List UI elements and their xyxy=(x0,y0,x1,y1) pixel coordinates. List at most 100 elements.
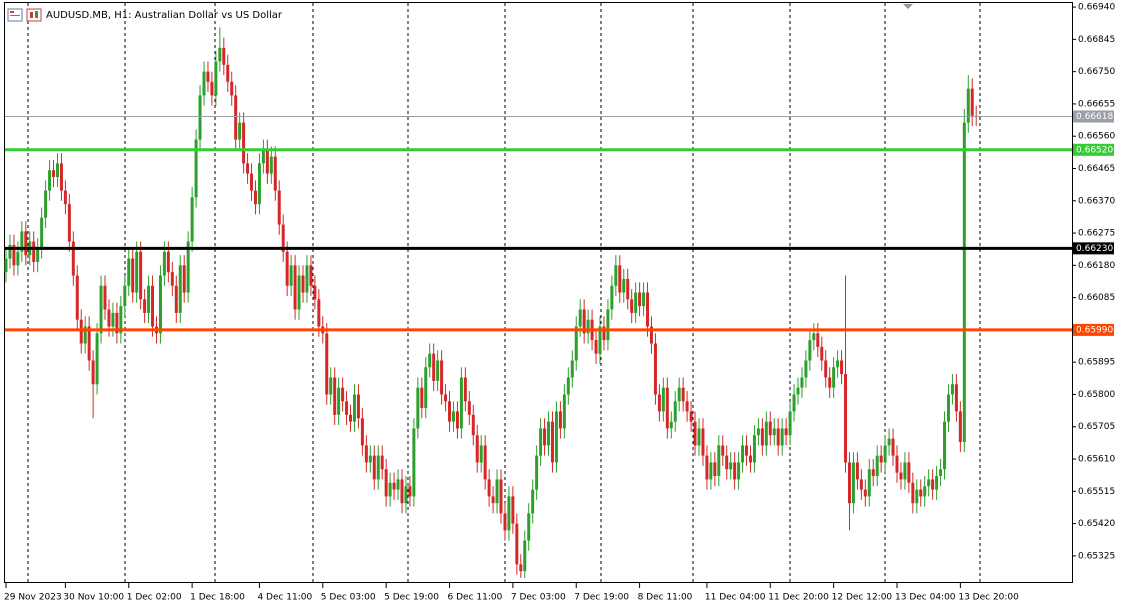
candle-body xyxy=(404,486,408,504)
candle-body xyxy=(333,377,337,415)
candle-body xyxy=(40,217,44,249)
price-level-tag xyxy=(1073,242,1114,255)
candle-body xyxy=(863,489,867,497)
candle-body xyxy=(574,326,578,361)
candle-body xyxy=(368,455,372,463)
candle-body xyxy=(455,411,459,429)
candle-body xyxy=(289,265,293,286)
candle-body xyxy=(250,173,254,191)
y-tick-label: 0.66750 xyxy=(1078,67,1115,77)
candle-body xyxy=(115,312,119,334)
candle-body xyxy=(352,394,356,422)
candle-body xyxy=(915,489,919,504)
candle-body xyxy=(139,251,143,300)
y-tick-label: 0.65610 xyxy=(1078,455,1115,465)
candle-body xyxy=(285,251,289,286)
candle-body xyxy=(420,387,424,409)
candle-body xyxy=(202,71,206,96)
candle-body xyxy=(760,428,764,446)
candle-body xyxy=(606,309,610,341)
candle-body xyxy=(665,387,669,429)
candle-body xyxy=(748,455,752,463)
candle-body xyxy=(733,462,737,480)
x-tick-label: 4 Dec 11:00 xyxy=(257,593,312,603)
candle-body xyxy=(800,377,804,388)
candle-body xyxy=(483,445,487,480)
candle-body xyxy=(669,421,673,429)
candle-body xyxy=(891,438,895,456)
candle-body xyxy=(966,88,970,123)
candle-body xyxy=(222,47,226,65)
candle-body xyxy=(958,411,962,443)
candle-body xyxy=(531,489,535,514)
x-tick-label: 7 Dec 03:00 xyxy=(511,593,566,603)
candle-body xyxy=(107,309,111,327)
candle-body xyxy=(341,387,345,402)
y-tick-label: 0.66845 xyxy=(1078,35,1115,45)
candle-body xyxy=(642,292,646,307)
candle-body xyxy=(491,496,495,504)
y-tick-label: 0.65705 xyxy=(1078,422,1115,432)
candle-body xyxy=(384,469,388,497)
candle-body xyxy=(653,343,657,395)
candle-body xyxy=(400,479,404,504)
candle-body xyxy=(487,479,491,497)
candle-body xyxy=(895,455,899,473)
x-tick-label: 7 Dec 19:00 xyxy=(574,593,629,603)
x-tick-label: 8 Dec 11:00 xyxy=(638,593,693,603)
candle-body xyxy=(737,462,741,480)
candle-body xyxy=(725,455,729,470)
candle-body xyxy=(511,496,515,524)
x-tick-label: 6 Dec 11:00 xyxy=(448,593,503,603)
candle-body xyxy=(4,258,8,273)
candle-body xyxy=(372,455,376,480)
x-tick-label: 1 Dec 02:00 xyxy=(127,593,182,603)
candle-body xyxy=(20,231,24,252)
price-level-label: 0.66618 xyxy=(1076,112,1113,122)
candle-body xyxy=(166,251,170,273)
candle-body xyxy=(147,285,151,313)
x-tick-label: 30 Nov 10:00 xyxy=(63,593,124,603)
candle-body xyxy=(756,428,760,436)
price-level-label: 0.66230 xyxy=(1076,244,1113,254)
candle-body xyxy=(764,421,768,446)
candle-body xyxy=(226,64,230,82)
candle-body xyxy=(16,251,20,266)
candle-body xyxy=(44,190,48,218)
candle-body xyxy=(48,170,52,191)
x-tick-label: 1 Dec 18:00 xyxy=(190,593,245,603)
candle-body xyxy=(392,482,396,490)
candle-body xyxy=(495,479,499,504)
candle-body xyxy=(230,81,234,96)
candle-body xyxy=(851,462,855,504)
candle-body xyxy=(91,360,95,385)
candle-body xyxy=(432,353,436,381)
candle-body xyxy=(543,428,547,446)
candle-body xyxy=(309,265,313,286)
candle-body xyxy=(832,367,836,388)
candle-body xyxy=(816,333,820,347)
icon xyxy=(26,8,42,22)
candle-body xyxy=(95,333,99,385)
candle-body xyxy=(697,428,701,446)
candle-body xyxy=(792,394,796,412)
x-tick-label: 11 Dec 20:00 xyxy=(768,593,829,603)
price-level-label: 0.65990 xyxy=(1076,325,1113,335)
x-tick-label: 12 Dec 12:00 xyxy=(832,593,893,603)
candle-body xyxy=(820,346,824,361)
y-tick-label: 0.66370 xyxy=(1078,196,1115,206)
candle-body xyxy=(527,513,531,541)
candle-body xyxy=(594,340,598,354)
candle-body xyxy=(210,81,214,96)
icon xyxy=(35,11,38,18)
candle-body xyxy=(444,394,448,402)
price-level-label: 0.66520 xyxy=(1076,145,1113,155)
candle-body xyxy=(135,251,139,293)
candle-body xyxy=(768,421,772,436)
candle-body xyxy=(887,438,891,446)
candle-body xyxy=(408,486,412,497)
candle-body xyxy=(424,367,428,409)
candle-body xyxy=(174,285,178,313)
candle-body xyxy=(186,241,190,293)
